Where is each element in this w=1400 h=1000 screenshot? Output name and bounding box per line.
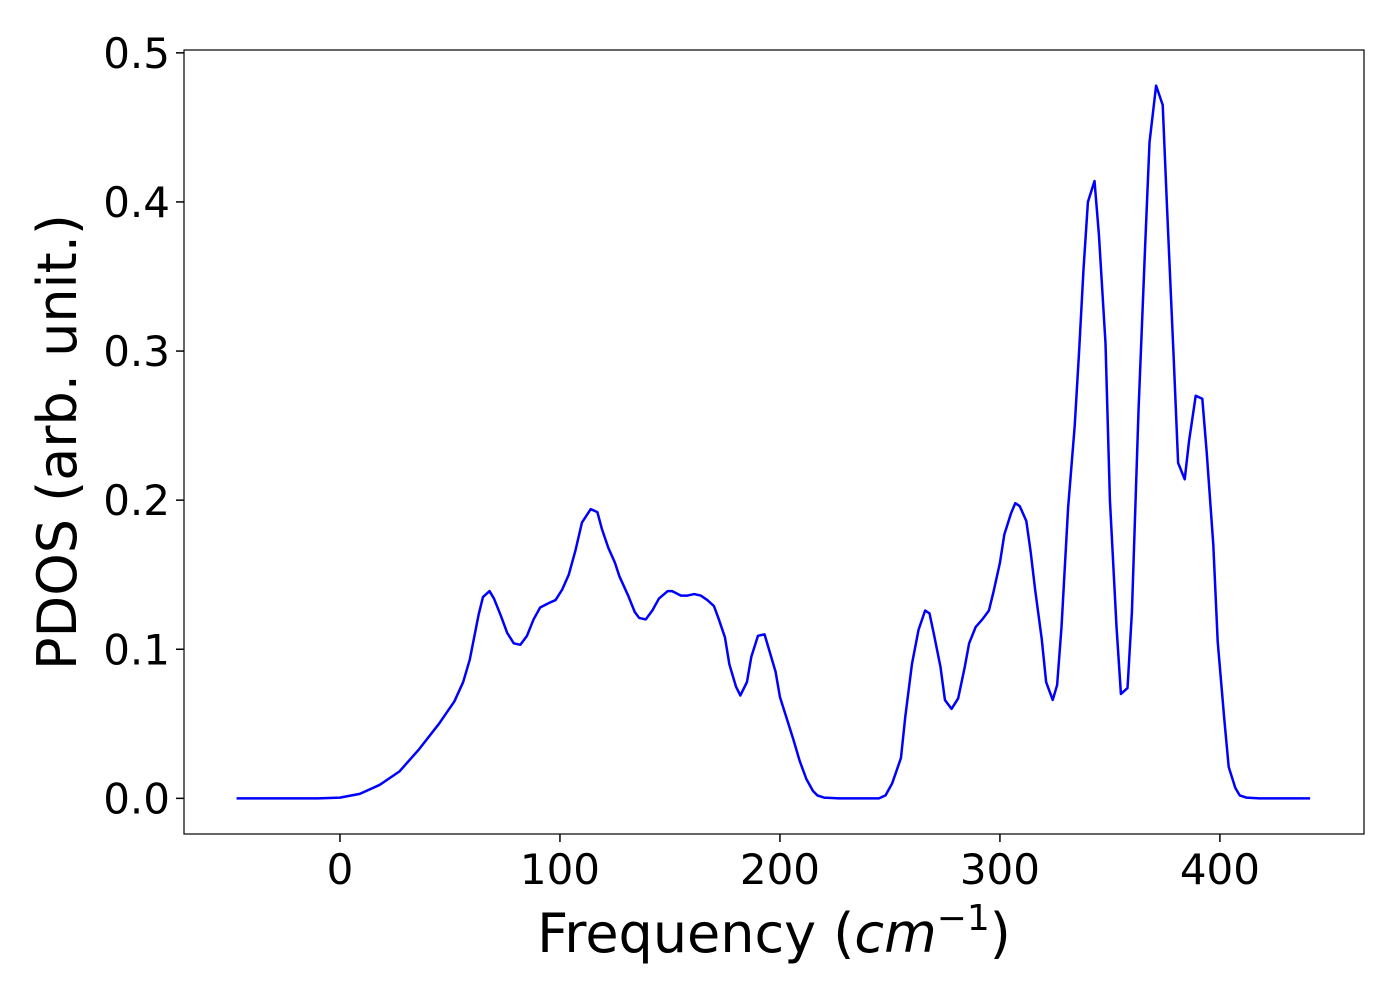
y-tick-label: 0.5: [103, 29, 170, 78]
x-tick-label: 300: [960, 845, 1040, 894]
y-tick-label: 0.1: [103, 625, 170, 674]
y-tick-label: 0.0: [103, 774, 170, 823]
y-tick-label: 0.4: [103, 178, 170, 227]
plot-frame: [183, 49, 1365, 835]
x-label-exponent: −1: [937, 898, 990, 939]
x-tick-label: 100: [520, 845, 600, 894]
x-tick-label: 0: [327, 845, 354, 894]
data-line: [236, 84, 1311, 800]
x-axis-label: Frequency (cm−1): [537, 898, 1011, 965]
x-label-close: ): [990, 902, 1011, 965]
y-tick-label: 0.2: [103, 476, 170, 525]
x-tick-label: 200: [740, 845, 820, 894]
y-tick-label: 0.3: [103, 327, 170, 376]
x-label-text: Frequency (: [537, 902, 854, 965]
y-axis-label: PDOS (arb. unit.): [26, 214, 89, 670]
x-label-unit: cm: [854, 902, 936, 965]
x-tick-label: 400: [1180, 845, 1260, 894]
